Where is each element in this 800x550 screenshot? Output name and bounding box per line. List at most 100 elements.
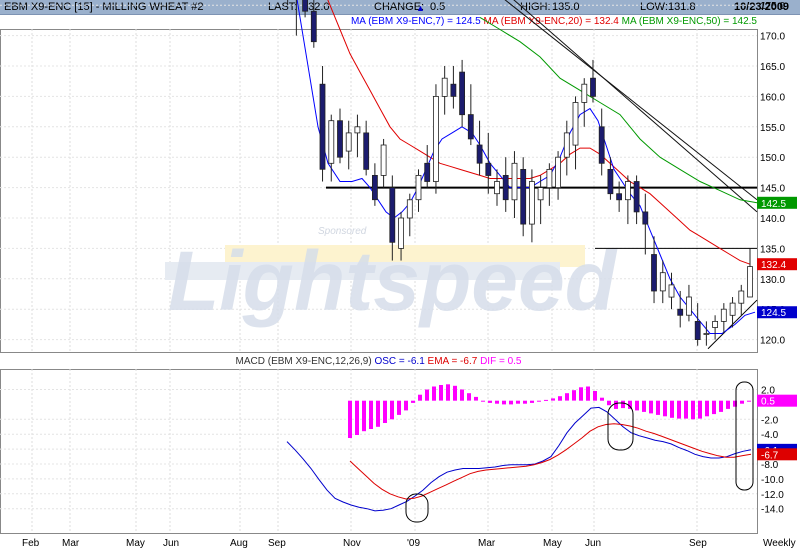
candle-body	[380, 144, 387, 176]
candle	[406, 193, 413, 237]
candle-body	[659, 272, 666, 292]
macd-histogram-bar	[516, 400, 520, 404]
candle-body	[406, 199, 413, 219]
candle	[581, 78, 588, 127]
macd-histogram-bar	[467, 393, 471, 401]
macd-panel-frame	[0, 369, 758, 534]
macd-tick-label: -4.0	[761, 430, 779, 441]
macd-histogram-bar	[614, 400, 618, 409]
macd-histogram-bar	[404, 400, 408, 411]
macd-histogram-bar	[460, 389, 464, 401]
price-tick-label: 150.0	[760, 153, 785, 164]
macd-title: MACD (EBM X9-ENC,12,26,9)	[235, 356, 372, 367]
candle	[398, 211, 405, 261]
crossover-marker-2	[607, 402, 634, 451]
ma50-line	[479, 16, 758, 204]
x-tick-label: Jun	[163, 538, 179, 549]
macd-histogram-bar	[418, 394, 422, 401]
candle-body	[302, 0, 309, 12]
candle-body	[450, 83, 457, 97]
candle-body	[432, 96, 439, 182]
candle	[712, 315, 718, 340]
candle	[476, 120, 483, 176]
macd-histogram-bar	[523, 400, 527, 404]
candle	[642, 193, 649, 255]
macd-histogram-bar	[747, 400, 751, 402]
macd-histogram-bar	[698, 400, 702, 419]
candle	[328, 114, 335, 182]
macd-histogram-bar	[537, 400, 541, 402]
price-tick-label: 140.0	[760, 214, 785, 225]
candle-body	[546, 168, 553, 188]
legend-ema: EMA = -6.7	[427, 356, 478, 367]
macd-histogram-bar	[551, 398, 555, 401]
candle-body	[389, 187, 396, 243]
macd-tick-label: -12.0	[761, 490, 784, 501]
macd-histogram-bar	[733, 400, 737, 407]
candle	[371, 163, 378, 206]
macd-histogram-bar	[488, 400, 492, 403]
macd-histogram-bar	[474, 396, 478, 401]
candle	[467, 84, 474, 146]
legend-ma50: MA (EBM X9-ENC,50) = 142.5	[621, 16, 757, 27]
candle	[432, 84, 439, 194]
macd-tick-label: 2.0	[761, 386, 775, 397]
candle	[415, 169, 422, 212]
osc-line	[286, 406, 752, 512]
price-badge-2	[757, 306, 797, 319]
macd-histogram-bar	[544, 399, 548, 401]
candle	[607, 157, 614, 200]
x-tick-label: '09	[407, 538, 420, 549]
candle-body	[319, 83, 326, 170]
x-tick-label: May	[543, 538, 562, 549]
macd-histogram-bar	[509, 400, 513, 405]
candle-body	[686, 296, 692, 316]
candle	[511, 151, 518, 218]
macd-histogram-bar	[572, 390, 576, 401]
up-arrow-icon: ▲	[416, 3, 425, 13]
candle-body	[415, 174, 422, 201]
watermark-band	[225, 245, 585, 267]
candle	[625, 175, 631, 225]
macd-histogram-bar	[677, 400, 681, 419]
candle	[703, 321, 710, 346]
candle	[668, 272, 675, 310]
candle-body	[747, 266, 753, 298]
candle	[459, 59, 466, 127]
x-tick-label: Sep	[268, 538, 286, 549]
candle-body	[677, 308, 684, 316]
price-badge-text-0: 142.5	[761, 199, 786, 210]
candle-body	[511, 162, 518, 201]
candle-body	[537, 187, 544, 201]
ma-legend: MA (EBM X9-ENC,7) = 124.5 MA (EBM X9-ENC…	[0, 15, 757, 28]
candle-body	[310, 10, 317, 43]
candle-body	[581, 83, 588, 103]
candle-body	[459, 71, 466, 116]
macd-badge-text-0: 0.5	[761, 397, 775, 408]
high-label: HIGH:	[520, 1, 551, 13]
price-badge-1	[757, 258, 797, 271]
candle	[337, 108, 343, 164]
macd-histogram-bar	[348, 400, 352, 438]
candle	[295, 0, 297, 36]
candle-body	[485, 162, 492, 176]
candle	[590, 59, 596, 103]
crossover-marker-3	[735, 381, 754, 491]
x-tick-label: Weekly	[763, 538, 796, 549]
macd-tick-label: -14.0	[761, 505, 784, 516]
legend-ma7: MA (EBM X9-ENC,7) = 124.5	[350, 16, 481, 27]
candle	[494, 169, 500, 206]
x-tick-label: Mar	[62, 538, 80, 549]
macd-histogram-bar	[425, 389, 429, 401]
candle	[747, 248, 753, 298]
macd-histogram-bar	[600, 397, 604, 401]
candle	[651, 236, 657, 304]
candle	[720, 303, 727, 334]
macd-histogram-bar	[705, 400, 709, 417]
candle-body	[738, 290, 745, 304]
x-tick-label: Sep	[689, 538, 707, 549]
x-tick-label: Aug	[230, 538, 248, 549]
